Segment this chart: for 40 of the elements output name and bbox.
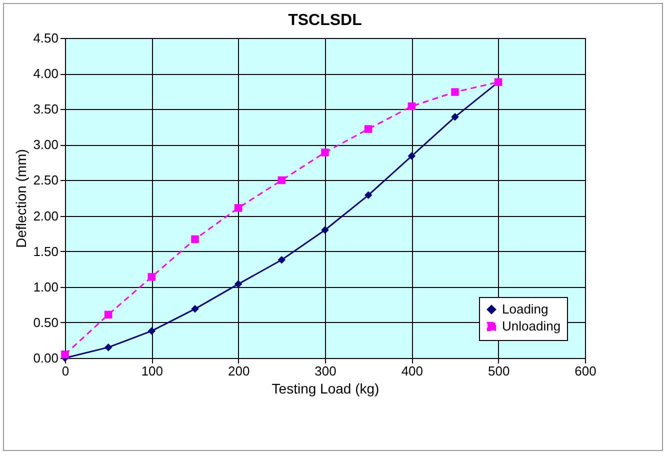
point [234,280,242,288]
y-tick-label: 3.00 [33,137,58,152]
point [191,235,199,244]
y-tick-label: 1.50 [33,244,58,259]
point [191,305,199,313]
y-tick-label: 0.00 [33,350,58,366]
legend-label: Loading [502,302,548,316]
x-tick-label: 200 [228,364,250,378]
point [278,256,286,264]
y-tick-label: 2.50 [33,172,58,188]
point [234,204,242,212]
point [408,102,416,110]
x-axis-title: Testing Load (kg) [272,380,380,396]
point [104,310,112,318]
point [364,191,372,200]
point [148,273,156,281]
point [104,343,112,352]
point [321,226,329,234]
chart-title: TSCLSDL [288,12,362,29]
y-axis-title: Deflection (mm) [13,149,30,248]
x-tick-label: 600 [574,364,596,378]
legend-label: Unloading [502,318,561,334]
x-tick-label: 400 [401,364,424,378]
point [278,176,286,184]
y-tick-label: 3.50 [33,102,58,117]
x-tick-label: 500 [488,364,510,378]
x-tick-label: 0 [62,364,70,378]
point [451,113,459,121]
point [451,88,459,96]
point [321,148,329,156]
y-tick-label: 4.50 [33,30,58,46]
y-tick-label: 4.00 [33,66,58,82]
x-tick-label: 300 [314,364,336,378]
y-tick-label: 0.50 [33,314,58,330]
point [364,125,372,133]
point [408,152,416,160]
y-tick-label: 1.00 [33,279,58,294]
point [148,327,156,335]
y-tick-label: 2.00 [33,208,58,224]
x-tick-label: 100 [141,364,164,378]
